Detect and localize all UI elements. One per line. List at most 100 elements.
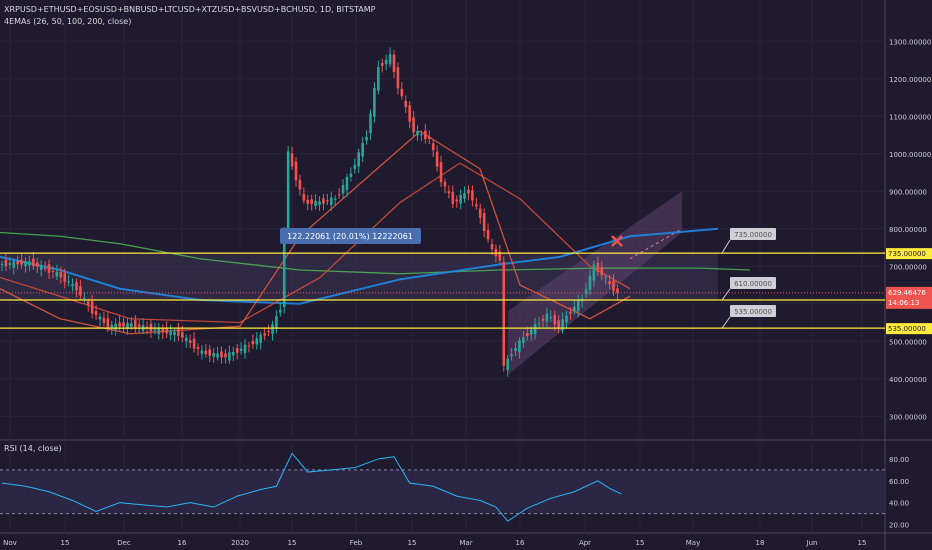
candle-body	[263, 333, 266, 336]
candle-body	[239, 348, 243, 351]
y-tick-label: 1200.00000	[889, 76, 931, 84]
rising-channel	[507, 191, 682, 375]
candle-body	[279, 309, 282, 313]
ema100-line	[0, 227, 719, 305]
candle-body	[522, 337, 525, 343]
symbol-title: XRPUSD+ETHUSD+EOSUSD+BNBUSD+LTCUSD+XTZUS…	[4, 5, 376, 14]
candle-body	[224, 353, 227, 358]
candle-body	[600, 267, 604, 276]
candle-body	[537, 323, 541, 325]
candle-body	[431, 143, 435, 151]
candle-body	[435, 151, 439, 167]
candle-body	[94, 311, 98, 316]
candle-body	[118, 322, 121, 327]
candle-body	[59, 272, 63, 278]
candle-body	[51, 271, 55, 273]
candle-body	[510, 354, 513, 357]
candle-body	[439, 161, 443, 183]
candle-body	[498, 251, 502, 261]
current-price-label: 629.46476	[888, 289, 926, 297]
candle-body	[357, 152, 361, 167]
candle-body	[596, 263, 600, 272]
x-tick-label: 18	[756, 539, 765, 547]
candle-body	[424, 130, 427, 140]
candle-body	[24, 261, 27, 267]
level-callout-box	[730, 228, 776, 240]
candle-body	[380, 63, 384, 66]
candle-body	[204, 350, 208, 355]
candle-body	[192, 338, 196, 349]
x-tick-label: Mar	[459, 539, 472, 547]
candle-body	[231, 351, 235, 356]
candle-body	[314, 200, 317, 207]
candle-body	[612, 280, 615, 292]
candle-body	[98, 316, 102, 320]
candle-body	[533, 324, 537, 335]
candle-body	[71, 284, 74, 287]
candle-body	[353, 164, 357, 169]
candle-body	[16, 261, 19, 265]
candle-body	[181, 332, 184, 338]
ema26-line	[0, 130, 631, 335]
candle-body	[39, 265, 43, 271]
candle-body	[388, 54, 392, 65]
level-axis-tag	[886, 248, 932, 260]
candle-body	[137, 324, 141, 327]
candle-body	[584, 289, 588, 294]
candle-body	[220, 351, 223, 358]
candle-body	[604, 277, 607, 279]
candle-body	[286, 151, 290, 236]
candle-body	[275, 316, 278, 328]
rejection-x-marker	[611, 235, 623, 247]
y-tick-label: 900.00000	[889, 188, 927, 196]
candle-body	[478, 208, 482, 218]
x-tick-label: 16	[516, 539, 525, 547]
rsi-band	[0, 469, 885, 514]
x-tick-label: 15	[636, 539, 645, 547]
rsi-y-tick: 60.00	[889, 478, 909, 486]
rsi-indicator-label: RSI (14, close)	[4, 444, 62, 453]
candle-body	[161, 328, 165, 333]
y-tick-label: 1100.00000	[889, 113, 931, 121]
candle-body	[251, 340, 255, 345]
candle-body	[259, 334, 263, 343]
candle-body	[247, 345, 251, 347]
candle-body	[55, 271, 59, 277]
x-tick-label: Feb	[350, 539, 363, 547]
candle-body	[212, 352, 215, 357]
candle-body	[337, 194, 341, 196]
level-axis-tag	[886, 323, 932, 335]
candle-body	[126, 322, 129, 329]
candle-body	[302, 194, 306, 201]
candle-body	[569, 311, 572, 314]
y-tick-label: 800.00000	[889, 226, 927, 234]
candle-body	[200, 350, 204, 354]
candle-body	[392, 54, 396, 73]
candle-body	[420, 134, 423, 136]
candle-body	[576, 300, 580, 312]
candle-body	[67, 281, 70, 283]
rsi-y-tick: 20.00	[889, 522, 909, 530]
candle-body	[83, 297, 86, 299]
candle-body	[384, 59, 388, 65]
candle-body	[133, 320, 137, 328]
level-callout-label: 610.00000	[734, 280, 772, 288]
candle-body	[165, 327, 168, 334]
level-callout-pointer	[721, 316, 731, 329]
x-tick-label: Nov	[3, 539, 17, 547]
candle-body	[373, 87, 376, 117]
level-callout-box	[730, 305, 776, 317]
x-tick-label: 16	[178, 539, 187, 547]
candle-body	[502, 262, 506, 366]
candle-body	[75, 282, 78, 291]
candle-body	[235, 348, 239, 353]
candle-body	[243, 344, 247, 354]
x-tick-label: 2020	[231, 539, 249, 547]
candle-body	[157, 328, 161, 335]
candle-body	[541, 318, 545, 321]
candle-body	[294, 161, 298, 181]
candle-body	[467, 189, 470, 194]
candle-body	[561, 319, 564, 331]
candle-body	[592, 264, 596, 281]
